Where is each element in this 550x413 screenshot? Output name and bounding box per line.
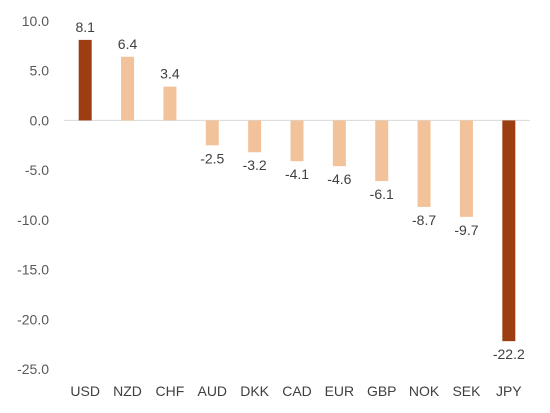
bar-gbp xyxy=(375,120,389,182)
x-tick-label-nok: NOK xyxy=(409,383,440,399)
x-tick-label-eur: EUR xyxy=(325,383,355,399)
y-tick-label: 10.0 xyxy=(22,13,49,29)
y-tick-label: 5.0 xyxy=(30,63,50,79)
data-label-eur: -4.6 xyxy=(327,171,351,187)
x-tick-label-gbp: GBP xyxy=(367,383,397,399)
y-tick-label: -10.0 xyxy=(17,212,49,228)
y-tick-label: -20.0 xyxy=(17,311,49,327)
x-tick-label-dkk: DKK xyxy=(240,383,269,399)
data-labels: 8.1 6.4 3.4 -2.5 -3.2 -4.1 -4.6 -6.1 -8.7 -9.7 -22… xyxy=(75,19,525,362)
data-label-chf: 3.4 xyxy=(160,66,180,82)
data-label-nzd: 6.4 xyxy=(118,36,138,52)
data-label-cad: -4.1 xyxy=(285,166,309,182)
bar-jpy xyxy=(502,120,516,342)
bar-nok xyxy=(417,120,431,207)
y-tick-label: -15.0 xyxy=(17,262,49,278)
bar-usd xyxy=(78,39,92,121)
data-label-gbp: -6.1 xyxy=(370,186,394,202)
bar-sek xyxy=(459,120,473,217)
bar-aud xyxy=(205,120,219,146)
y-tick-label: 0.0 xyxy=(30,112,50,128)
x-axis: USD NZD CHF AUD DKK CAD EUR GBP NOK SEK JPY xyxy=(70,383,522,399)
bar-chf xyxy=(163,86,177,121)
data-label-dkk: -3.2 xyxy=(243,157,267,173)
data-label-sek: -9.7 xyxy=(454,222,478,238)
data-label-jpy: -22.2 xyxy=(493,346,525,362)
data-label-nok: -8.7 xyxy=(412,212,436,228)
x-tick-label-jpy: JPY xyxy=(496,383,522,399)
data-label-usd: 8.1 xyxy=(75,19,95,35)
x-tick-label-aud: AUD xyxy=(197,383,227,399)
bar-cad xyxy=(290,120,304,162)
x-tick-label-sek: SEK xyxy=(452,383,481,399)
data-label-aud: -2.5 xyxy=(200,150,224,166)
bars xyxy=(78,39,516,342)
x-tick-label-nzd: NZD xyxy=(113,383,142,399)
bar-eur xyxy=(332,120,346,167)
y-tick-label: -5.0 xyxy=(25,162,49,178)
x-tick-label-usd: USD xyxy=(70,383,100,399)
y-tick-label: -25.0 xyxy=(17,361,49,377)
y-axis: 10.0 5.0 0.0 -5.0 -10.0 -15.0 -20.0 -25.0 xyxy=(17,13,49,377)
x-tick-label-chf: CHF xyxy=(156,383,185,399)
bar-nzd xyxy=(121,56,135,121)
x-tick-label-cad: CAD xyxy=(282,383,312,399)
bar-dkk xyxy=(248,120,262,153)
